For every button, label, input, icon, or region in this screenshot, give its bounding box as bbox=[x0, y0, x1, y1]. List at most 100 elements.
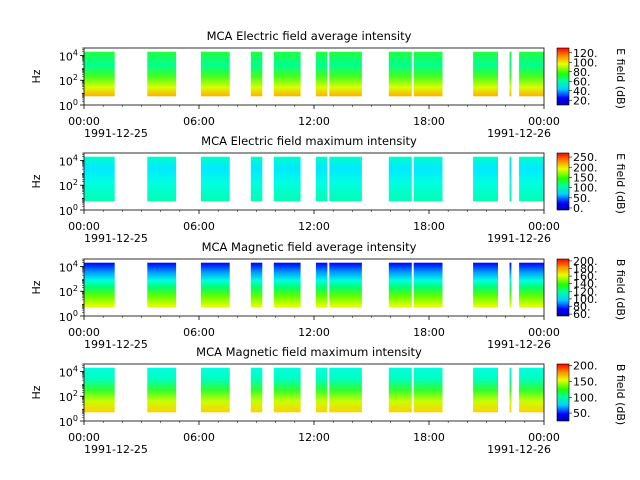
x-tick-label: 00:00 bbox=[68, 115, 100, 128]
x-tick-label: 18:00 bbox=[413, 220, 445, 233]
colorbar-tick-label: 80. bbox=[573, 301, 591, 314]
data-block bbox=[413, 156, 443, 202]
data-block bbox=[147, 262, 177, 308]
data-block bbox=[519, 51, 544, 97]
data-block bbox=[329, 51, 362, 97]
colorbar-tick-label: 80. bbox=[573, 66, 591, 79]
data-block bbox=[147, 367, 177, 413]
data-block bbox=[315, 156, 328, 202]
data-block bbox=[473, 156, 498, 202]
data-block bbox=[273, 262, 301, 308]
colorbar-tick-label: 160. bbox=[573, 270, 598, 283]
x-date-label-end: 1991-12-26 bbox=[487, 127, 551, 140]
data-block bbox=[84, 367, 115, 413]
data-block bbox=[329, 262, 362, 308]
data-block bbox=[200, 367, 230, 413]
colorbar-tick-label: 100. bbox=[573, 293, 598, 306]
data-block bbox=[519, 262, 544, 308]
data-block bbox=[413, 367, 443, 413]
y-axis-label: Hz bbox=[30, 280, 43, 294]
y-tick-label: 100 bbox=[59, 203, 78, 218]
x-tick-label: 00:00 bbox=[68, 220, 100, 233]
spectrogram-panel-3: MCA Magnetic field average intensity 100 1… bbox=[30, 240, 627, 351]
colorbar-tick-label: 200. bbox=[573, 360, 598, 373]
colorbar bbox=[556, 363, 570, 422]
colorbar-tick-label: 250. bbox=[573, 151, 598, 164]
chart-title: MCA Magnetic field maximum intensity bbox=[196, 345, 422, 359]
x-tick-label: 06:00 bbox=[183, 115, 215, 128]
data-block bbox=[509, 367, 512, 413]
data-block bbox=[473, 367, 498, 413]
data-block bbox=[509, 156, 512, 202]
y-tick-label: 102 bbox=[59, 178, 78, 193]
colorbar-label: E field (dB) bbox=[614, 48, 627, 109]
x-tick-label: 00:00 bbox=[528, 431, 560, 444]
colorbar-tick-label: 100. bbox=[573, 391, 598, 404]
data-block bbox=[519, 367, 544, 413]
colorbar-tick-label: 0. bbox=[573, 202, 584, 215]
chart-title: MCA Electric field average intensity bbox=[207, 29, 412, 43]
colorbar-tick-label: 100. bbox=[573, 56, 598, 69]
data-block bbox=[388, 51, 412, 97]
x-date-label-end: 1991-12-26 bbox=[487, 443, 551, 456]
colorbar-tick-label: 180. bbox=[573, 263, 598, 276]
data-block bbox=[250, 262, 263, 308]
data-block bbox=[329, 367, 362, 413]
colorbar-tick-label: 60. bbox=[573, 75, 591, 88]
colorbar-tick-label: 200. bbox=[573, 255, 598, 268]
data-block bbox=[250, 367, 263, 413]
chart-title: MCA Electric field maximum intensity bbox=[201, 134, 417, 148]
x-tick-label: 18:00 bbox=[413, 431, 445, 444]
colorbar-tick-label: 150. bbox=[573, 171, 598, 184]
colorbar-tick-label: 50. bbox=[573, 407, 591, 420]
data-block bbox=[473, 262, 498, 308]
x-tick-label: 12:00 bbox=[298, 431, 330, 444]
chart-title: MCA Magnetic field average intensity bbox=[202, 240, 417, 254]
colorbar-tick-label: 60. bbox=[573, 308, 591, 321]
y-tick-label: 100 bbox=[59, 414, 78, 429]
colorbar-tick-label: 200. bbox=[573, 161, 598, 174]
colorbar bbox=[556, 258, 570, 317]
data-block bbox=[315, 51, 328, 97]
x-tick-label: 00:00 bbox=[528, 115, 560, 128]
x-date-label-start: 1991-12-25 bbox=[84, 127, 148, 140]
x-tick-label: 00:00 bbox=[68, 326, 100, 339]
data-block bbox=[200, 156, 230, 202]
data-block bbox=[147, 156, 177, 202]
spectrogram-panel-4: MCA Magnetic field maximum intensity 100 1… bbox=[30, 345, 627, 456]
y-tick-label: 102 bbox=[59, 284, 78, 299]
y-axis-label: Hz bbox=[30, 69, 43, 83]
y-tick-label: 104 bbox=[59, 48, 78, 63]
data-block bbox=[200, 51, 230, 97]
data-block bbox=[388, 156, 412, 202]
colorbar-label: B field (dB) bbox=[614, 259, 627, 320]
data-block bbox=[509, 262, 512, 308]
data-block bbox=[84, 156, 115, 202]
y-tick-label: 104 bbox=[59, 259, 78, 274]
data-block bbox=[84, 51, 115, 97]
x-tick-label: 00:00 bbox=[528, 326, 560, 339]
x-date-label-start: 1991-12-25 bbox=[84, 443, 148, 456]
data-block bbox=[273, 367, 301, 413]
colorbar-tick-label: 50. bbox=[573, 192, 591, 205]
data-block bbox=[315, 262, 328, 308]
data-block bbox=[250, 156, 263, 202]
colorbar-tick-label: 120. bbox=[573, 285, 598, 298]
x-tick-label: 18:00 bbox=[413, 115, 445, 128]
data-block bbox=[250, 51, 263, 97]
data-block bbox=[509, 51, 512, 97]
x-date-label-start: 1991-12-25 bbox=[84, 232, 148, 245]
x-tick-label: 18:00 bbox=[413, 326, 445, 339]
data-block bbox=[473, 51, 498, 97]
x-tick-label: 12:00 bbox=[298, 220, 330, 233]
x-tick-label: 06:00 bbox=[183, 326, 215, 339]
data-block bbox=[388, 367, 412, 413]
data-block bbox=[84, 262, 115, 308]
colorbar-tick-label: 150. bbox=[573, 375, 598, 388]
y-axis-label: Hz bbox=[30, 174, 43, 188]
x-tick-label: 00:00 bbox=[68, 431, 100, 444]
y-tick-label: 102 bbox=[59, 389, 78, 404]
colorbar-tick-label: 100. bbox=[573, 182, 598, 195]
colorbar bbox=[556, 152, 570, 211]
